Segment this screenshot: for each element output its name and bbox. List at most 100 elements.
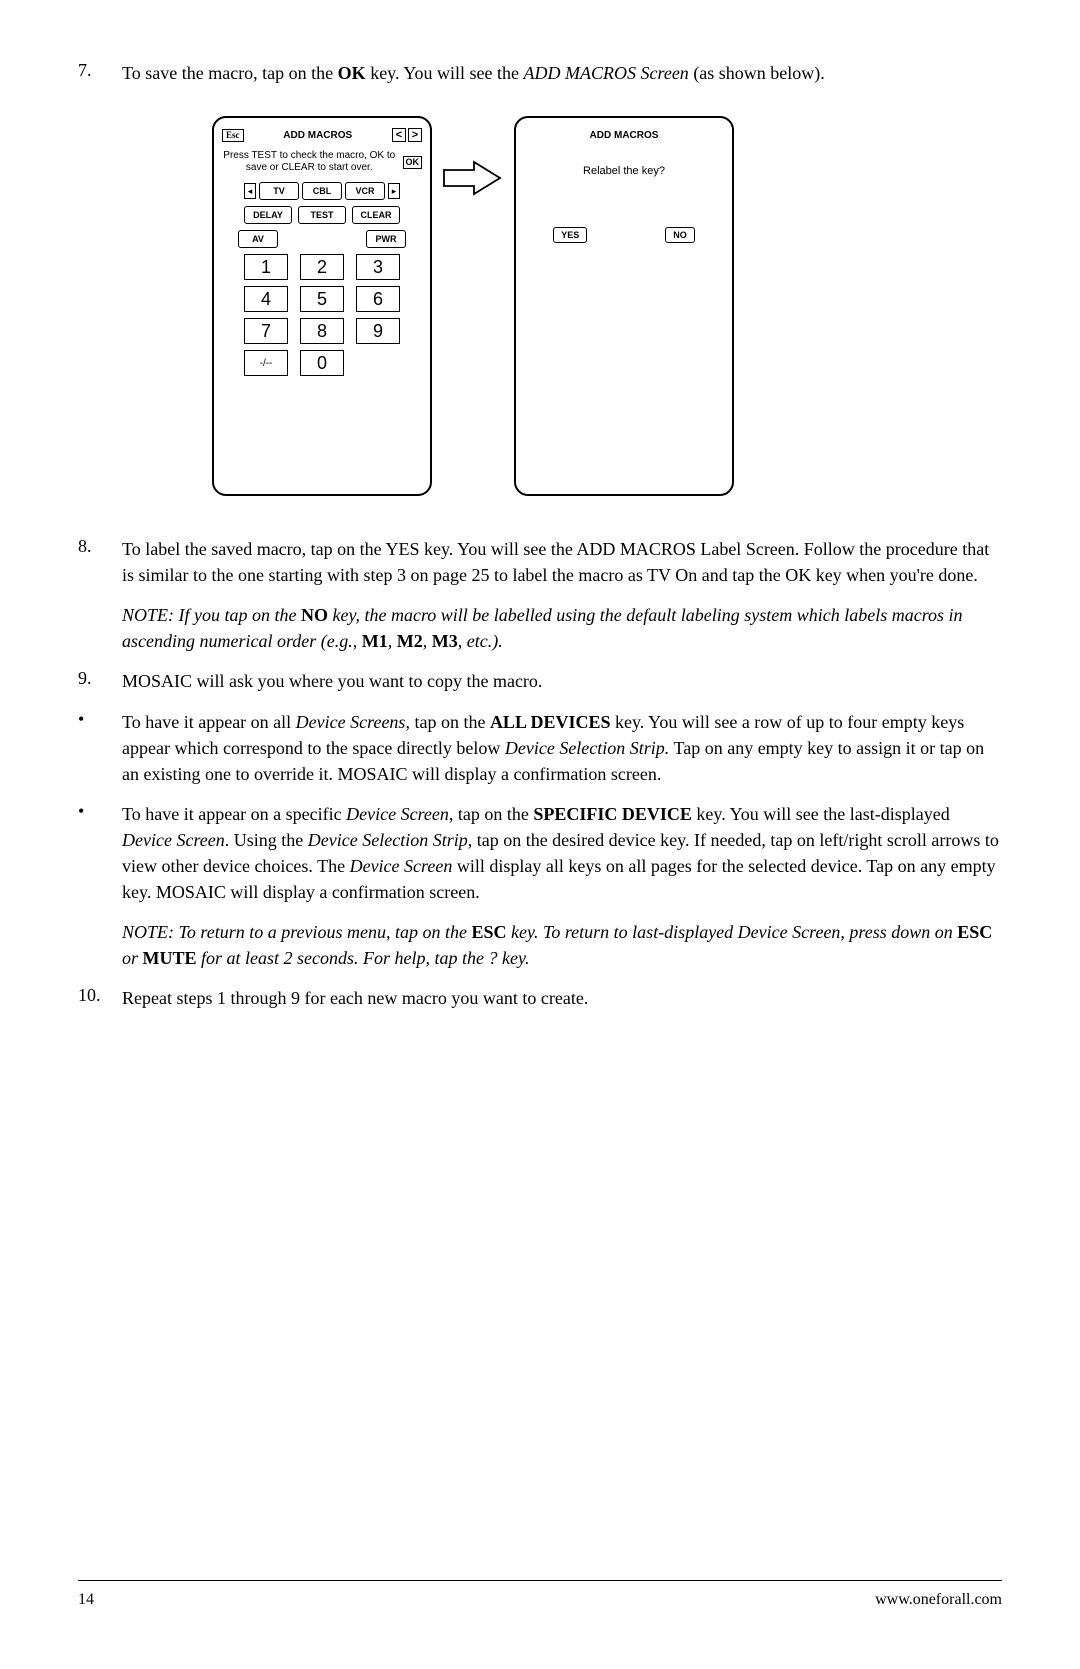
text: for at least 2 seconds. For help, tap th… xyxy=(197,948,530,968)
note-text: NOTE: If you tap on the NO key, the macr… xyxy=(122,602,1002,654)
term: Device Screen xyxy=(122,830,225,850)
footer: 14 www.oneforall.com xyxy=(78,1580,1002,1609)
av-pwr-row: AV PWR xyxy=(222,230,422,248)
key-1[interactable]: 1 xyxy=(244,254,288,280)
device-strip: ◂ TV CBL VCR ▸ xyxy=(222,182,422,200)
step-number: 10. xyxy=(78,985,122,1006)
text: , etc.). xyxy=(458,631,503,651)
key-0[interactable]: 0 xyxy=(300,350,344,376)
key-4[interactable]: 4 xyxy=(244,286,288,312)
key-8[interactable]: 8 xyxy=(300,318,344,344)
step-7: 7. To save the macro, tap on the OK key.… xyxy=(78,60,1002,86)
keypad-row-2: 4 5 6 xyxy=(244,286,400,312)
keypad-row-4: -/-- 0 xyxy=(244,350,400,376)
text: NOTE: To return to a previous menu, tap … xyxy=(122,922,472,942)
nav-right-icon[interactable]: > xyxy=(408,128,422,142)
panel-relabel: ADD MACROS Relabel the key? YES NO xyxy=(514,116,734,496)
key-5[interactable]: 5 xyxy=(300,286,344,312)
esc-keyword: ESC xyxy=(472,922,507,942)
diagram: Esc ADD MACROS < > Press TEST to check t… xyxy=(212,116,1002,496)
delay-button[interactable]: DELAY xyxy=(244,206,292,224)
note-esc: NOTE: To return to a previous menu, tap … xyxy=(78,919,1002,971)
footer-url: www.oneforall.com xyxy=(875,1591,1002,1609)
step-number: 8. xyxy=(78,536,122,557)
action-row: DELAY TEST CLEAR xyxy=(222,206,422,224)
step-text: To label the saved macro, tap on the YES… xyxy=(122,536,1002,588)
esc-button[interactable]: Esc xyxy=(222,129,244,142)
specific-device-keyword: SPECIFIC DEVICE xyxy=(533,804,692,824)
text: To have it appear on a specific xyxy=(122,804,346,824)
step-text: Repeat steps 1 through 9 for each new ma… xyxy=(122,985,1002,1011)
text: , xyxy=(388,631,397,651)
ok-keyword: OK xyxy=(338,63,366,83)
screen-name: ADD MACROS Screen xyxy=(524,63,689,83)
bullet-marker: • xyxy=(78,709,122,730)
instruction-text: Press TEST to check the macro, OK to sav… xyxy=(222,150,397,174)
text: or xyxy=(122,948,143,968)
key-3[interactable]: 3 xyxy=(356,254,400,280)
step-number: 9. xyxy=(78,668,122,689)
text: To save the macro, tap on the xyxy=(122,63,338,83)
key-9[interactable]: 9 xyxy=(356,318,400,344)
text: key. To return to last-displayed Device … xyxy=(507,922,958,942)
bullet-text: To have it appear on a specific Device S… xyxy=(122,801,1002,905)
term: Device Screen xyxy=(350,856,453,876)
bullet-marker: • xyxy=(78,801,122,822)
no-keyword: NO xyxy=(301,605,328,625)
panel2-title: ADD MACROS xyxy=(524,130,724,141)
bullet-specific-device: • To have it appear on a specific Device… xyxy=(78,801,1002,905)
av-button[interactable]: AV xyxy=(238,230,278,248)
key-7[interactable]: 7 xyxy=(244,318,288,344)
device-tv-button[interactable]: TV xyxy=(259,182,299,200)
nav-left-icon[interactable]: < xyxy=(392,128,406,142)
text: , tap on the xyxy=(405,712,489,732)
pwr-button[interactable]: PWR xyxy=(366,230,406,248)
mute-keyword: MUTE xyxy=(143,948,197,968)
test-button[interactable]: TEST xyxy=(298,206,346,224)
term: Device Screens xyxy=(296,712,406,732)
text: key. You will see the xyxy=(366,63,524,83)
step-text: MOSAIC will ask you where you want to co… xyxy=(122,668,1002,694)
m3: M3 xyxy=(432,631,458,651)
no-button[interactable]: NO xyxy=(665,227,695,243)
arrow-icon xyxy=(442,160,504,201)
panel-add-macros: Esc ADD MACROS < > Press TEST to check t… xyxy=(212,116,432,496)
all-devices-keyword: ALL DEVICES xyxy=(490,712,611,732)
text: , tap on the xyxy=(449,804,533,824)
clear-button[interactable]: CLEAR xyxy=(352,206,400,224)
text: key. You will see the last-displayed xyxy=(692,804,950,824)
document-content: 7. To save the macro, tap on the OK key.… xyxy=(78,60,1002,1012)
step-text: To save the macro, tap on the OK key. Yo… xyxy=(122,60,1002,86)
esc-keyword: ESC xyxy=(957,922,992,942)
scroll-left-icon[interactable]: ◂ xyxy=(244,183,256,199)
device-cbl-button[interactable]: CBL xyxy=(302,182,342,200)
key-dashes[interactable]: -/-- xyxy=(244,350,288,376)
ok-button[interactable]: OK xyxy=(403,156,423,169)
bullet-text: To have it appear on all Device Screens,… xyxy=(122,709,1002,787)
keypad: 1 2 3 4 5 6 7 8 9 -/-- 0 xyxy=(222,254,422,376)
m1: M1 xyxy=(362,631,388,651)
note-8: NOTE: If you tap on the NO key, the macr… xyxy=(78,602,1002,654)
yes-button[interactable]: YES xyxy=(553,227,587,243)
panel2-question: Relabel the key? xyxy=(524,165,724,177)
device-vcr-button[interactable]: VCR xyxy=(345,182,385,200)
page-number: 14 xyxy=(78,1591,94,1609)
text: , xyxy=(423,631,432,651)
term: Device Selection Strip, xyxy=(308,830,472,850)
scroll-right-icon[interactable]: ▸ xyxy=(388,183,400,199)
m2: M2 xyxy=(397,631,423,651)
panel-header: Esc ADD MACROS < > xyxy=(222,128,422,142)
nav-arrows: < > xyxy=(392,128,422,142)
panel-title: ADD MACROS xyxy=(283,130,352,141)
key-6[interactable]: 6 xyxy=(356,286,400,312)
step-8: 8. To label the saved macro, tap on the … xyxy=(78,536,1002,588)
step-9: 9. MOSAIC will ask you where you want to… xyxy=(78,668,1002,694)
term: Device Screen xyxy=(346,804,449,824)
text: NOTE: If you tap on the xyxy=(122,605,301,625)
keypad-row-1: 1 2 3 xyxy=(244,254,400,280)
step-number: 7. xyxy=(78,60,122,81)
keypad-row-3: 7 8 9 xyxy=(244,318,400,344)
key-2[interactable]: 2 xyxy=(300,254,344,280)
instruction-row: Press TEST to check the macro, OK to sav… xyxy=(222,150,422,174)
term: Device Selection Strip. xyxy=(505,738,669,758)
